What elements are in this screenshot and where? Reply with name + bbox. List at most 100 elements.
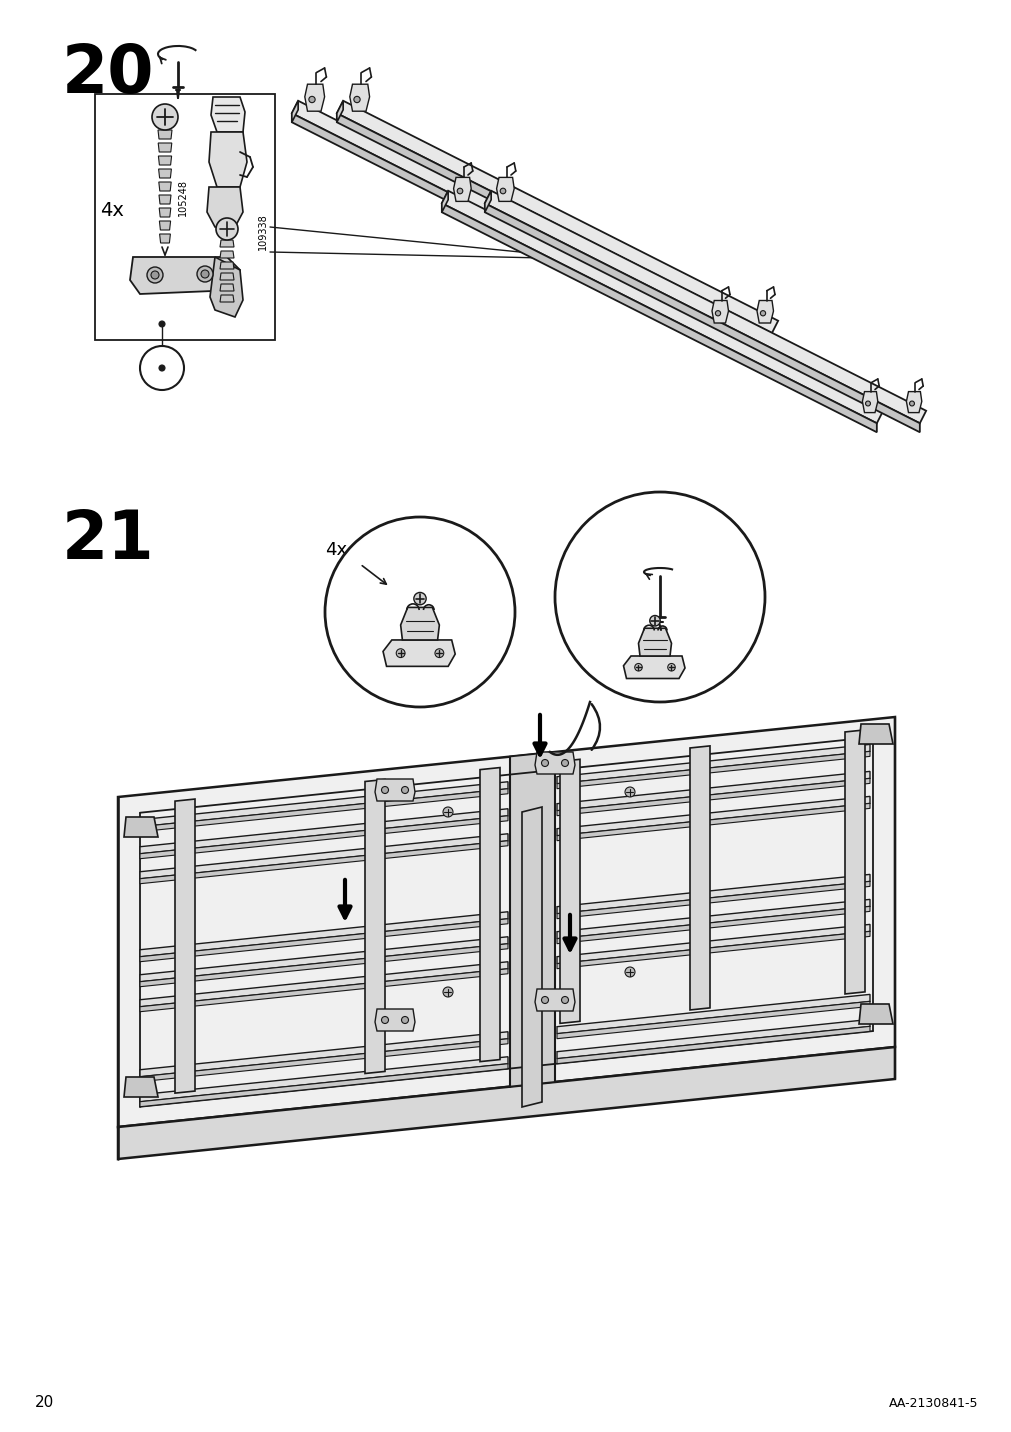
Polygon shape [210,256,243,316]
Circle shape [759,311,765,316]
Polygon shape [556,875,869,914]
Circle shape [159,365,165,371]
Polygon shape [140,833,508,879]
Circle shape [308,96,314,103]
Polygon shape [160,233,170,243]
Polygon shape [375,1010,415,1031]
Polygon shape [858,1004,892,1024]
Polygon shape [159,182,171,190]
Circle shape [396,649,404,657]
Polygon shape [556,772,869,811]
Polygon shape [140,968,508,1012]
Circle shape [152,105,178,130]
Circle shape [201,271,209,278]
Polygon shape [140,1057,508,1101]
Text: AA-2130841-5: AA-2130841-5 [888,1398,977,1411]
Polygon shape [219,274,234,281]
Polygon shape [207,188,243,228]
Circle shape [667,663,674,672]
Text: 20: 20 [35,1395,55,1411]
Circle shape [541,759,548,766]
Polygon shape [129,256,240,294]
Polygon shape [140,809,508,853]
Circle shape [140,347,184,390]
Text: 20: 20 [62,42,155,107]
Polygon shape [638,629,671,656]
Polygon shape [140,782,508,826]
Polygon shape [337,100,777,334]
Polygon shape [175,799,195,1093]
Polygon shape [140,1038,508,1081]
Circle shape [215,218,238,241]
Polygon shape [210,97,245,132]
Circle shape [381,786,388,793]
Polygon shape [140,1064,508,1107]
Polygon shape [209,132,247,188]
Polygon shape [291,100,298,122]
Text: 4x: 4x [325,541,347,558]
Polygon shape [350,84,369,112]
Polygon shape [535,752,574,775]
Circle shape [625,967,634,977]
Polygon shape [556,931,869,968]
Polygon shape [906,391,921,412]
Polygon shape [556,906,869,944]
Polygon shape [535,990,574,1011]
Polygon shape [556,796,869,836]
Circle shape [457,188,462,193]
Polygon shape [484,203,919,432]
Circle shape [151,271,159,279]
Polygon shape [556,745,869,783]
Bar [95,95,275,339]
Polygon shape [291,100,732,334]
Circle shape [541,997,548,1004]
Polygon shape [365,779,384,1074]
Polygon shape [219,262,234,269]
Polygon shape [382,640,455,666]
Polygon shape [140,937,508,982]
Polygon shape [479,768,499,1061]
Polygon shape [453,178,471,202]
Circle shape [443,808,453,818]
Polygon shape [140,789,508,832]
Polygon shape [484,190,490,212]
Polygon shape [556,994,869,1034]
Polygon shape [219,251,234,258]
Polygon shape [556,899,869,939]
Circle shape [649,616,659,626]
Circle shape [354,96,360,103]
Circle shape [435,649,443,657]
Polygon shape [556,752,869,789]
Circle shape [381,1017,388,1024]
Polygon shape [556,779,869,816]
Polygon shape [160,221,171,231]
Polygon shape [442,190,448,212]
Polygon shape [158,130,172,139]
Polygon shape [140,816,508,859]
Polygon shape [400,607,439,640]
Polygon shape [118,717,894,1127]
Polygon shape [140,1031,508,1077]
Polygon shape [556,881,869,919]
Polygon shape [124,818,158,836]
Polygon shape [556,925,869,964]
Polygon shape [140,944,508,987]
Polygon shape [159,169,171,178]
Polygon shape [375,779,415,800]
Circle shape [443,987,453,997]
Polygon shape [484,190,925,424]
Polygon shape [158,143,172,152]
Polygon shape [159,195,171,203]
Polygon shape [858,725,892,745]
Polygon shape [623,656,684,679]
Circle shape [561,759,568,766]
Circle shape [634,663,642,672]
Polygon shape [556,1020,869,1058]
Polygon shape [118,1047,894,1158]
Circle shape [909,401,914,405]
Polygon shape [861,391,877,412]
Polygon shape [442,203,876,432]
Polygon shape [337,113,771,342]
Polygon shape [337,100,343,122]
Circle shape [197,266,212,282]
